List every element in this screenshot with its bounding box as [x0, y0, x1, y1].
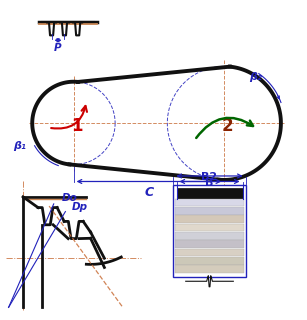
Bar	[175, 215, 244, 223]
Bar	[175, 265, 244, 273]
Bar	[175, 249, 244, 256]
Text: β₂: β₂	[249, 72, 262, 82]
Bar	[175, 257, 244, 265]
Text: Dp: Dp	[72, 202, 88, 212]
Bar	[175, 232, 244, 240]
Text: 1: 1	[72, 116, 83, 135]
Bar	[175, 240, 244, 248]
Text: C: C	[144, 186, 154, 199]
Text: 2: 2	[222, 117, 234, 135]
Text: B: B	[205, 179, 214, 188]
Bar	[175, 224, 244, 231]
Text: P: P	[54, 43, 62, 53]
Text: β₁: β₁	[14, 141, 26, 151]
Bar	[173, 185, 246, 277]
Bar	[175, 199, 244, 206]
Text: B2: B2	[201, 172, 218, 182]
Text: Do: Do	[61, 193, 77, 203]
Bar	[177, 188, 243, 199]
Bar	[175, 207, 244, 215]
